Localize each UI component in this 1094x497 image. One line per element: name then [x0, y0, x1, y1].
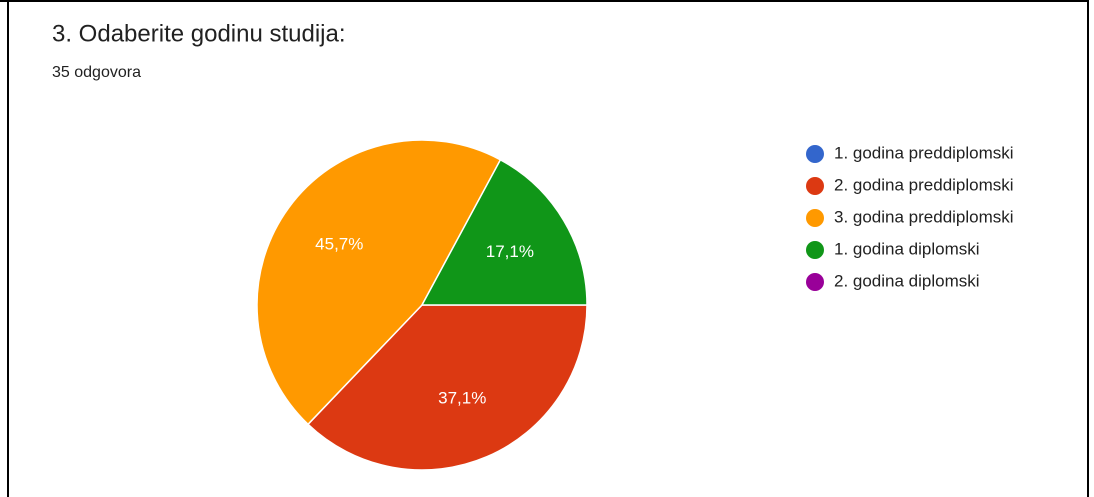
legend-label: 2. godina diplomski [834, 271, 980, 290]
legend-marker [806, 177, 824, 195]
slice-label: 37,1% [438, 389, 486, 408]
legend-marker [806, 145, 824, 163]
legend-label: 1. godina preddiplomski [834, 143, 1014, 162]
pie-slice [256, 139, 502, 426]
legend-label: 1. godina diplomski [834, 239, 980, 258]
legend-marker [806, 273, 824, 291]
pie-slice [306, 304, 588, 471]
legend-marker [806, 209, 824, 227]
chart-title: 3. Odaberite godinu studija: [52, 20, 346, 47]
slice-label: 17,1% [486, 242, 534, 261]
legend-label: 2. godina preddiplomski [834, 175, 1014, 194]
chart-subtitle: 35 odgovora [52, 64, 141, 81]
legend-label: 3. godina preddiplomski [834, 207, 1014, 226]
pie-slice [420, 158, 588, 306]
slice-label: 45,7% [315, 234, 363, 253]
legend-marker [806, 241, 824, 259]
